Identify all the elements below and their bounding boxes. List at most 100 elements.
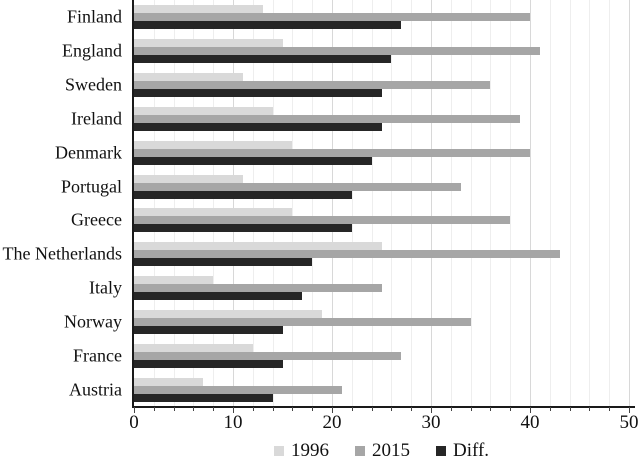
category-label: Ireland <box>71 108 122 129</box>
bar-diff <box>134 122 382 131</box>
x-tick-50 <box>629 407 630 413</box>
x-tick-30 <box>431 407 432 413</box>
category-label: Italy <box>89 277 122 298</box>
gridline-24 <box>371 0 373 407</box>
x-axis-tick-labels: 0 10 20 30 40 50 <box>129 412 638 434</box>
category-label: England <box>62 40 122 61</box>
x-tick-16 <box>292 407 294 411</box>
x-tick-label: 50 <box>619 412 639 433</box>
x-tick-label: 10 <box>223 412 243 433</box>
bar-2015 <box>134 46 540 55</box>
gridline-32 <box>450 0 452 407</box>
bar-2015 <box>134 352 402 361</box>
bar-2015 <box>134 114 521 123</box>
bar-1996 <box>134 72 243 81</box>
x-tick-20 <box>332 407 333 413</box>
x-tick-label: 20 <box>322 412 342 433</box>
bar-1996 <box>134 4 263 13</box>
x-tick-label: 40 <box>520 412 540 433</box>
gridline-10 <box>233 0 234 407</box>
gridline-20 <box>332 0 333 407</box>
gridline-42 <box>549 0 551 407</box>
legend-swatch-icon <box>354 446 365 456</box>
bar-group <box>134 136 629 170</box>
bar-2015 <box>134 386 342 395</box>
gridline-16 <box>292 0 294 407</box>
gridline-40 <box>530 0 531 407</box>
bar-group <box>134 170 629 204</box>
bar-2015 <box>134 148 530 157</box>
bar-group <box>134 271 629 305</box>
y-axis-category-labels: Finland England Sweden Ireland Denmark Portug… <box>0 0 128 407</box>
bar-diff <box>134 54 392 63</box>
legend-item: Diff. <box>435 440 490 462</box>
bar-diff <box>134 190 352 199</box>
gridline-12 <box>252 0 254 407</box>
x-tick-28 <box>411 407 413 411</box>
bar-2015 <box>134 182 461 191</box>
gridline-38 <box>510 0 512 407</box>
gridline-44 <box>569 0 571 407</box>
category-label: The Netherlands <box>2 243 122 264</box>
bar-group <box>134 204 629 238</box>
x-tick-44 <box>569 407 571 411</box>
x-tick-38 <box>510 407 512 411</box>
bar-diff <box>134 258 313 267</box>
legend-item: 1996 <box>273 440 329 462</box>
x-tick-36 <box>490 407 492 411</box>
legend-swatch-icon <box>273 446 284 456</box>
x-tick-4 <box>173 407 175 411</box>
bar-1996 <box>134 378 204 387</box>
gridline-22 <box>351 0 353 407</box>
x-tick-40 <box>530 407 531 413</box>
gridline-28 <box>411 0 413 407</box>
bar-1996 <box>134 38 283 47</box>
bar-1996 <box>134 310 323 319</box>
legend-swatch-icon <box>435 446 446 456</box>
bar-1996 <box>134 276 214 285</box>
bar-2015 <box>134 250 560 259</box>
x-axis-line <box>132 406 635 408</box>
bar-group <box>134 305 629 339</box>
x-tick-34 <box>470 407 472 411</box>
x-tick-14 <box>272 407 274 411</box>
bar-2015 <box>134 80 491 89</box>
legend-label: 2015 <box>371 440 410 461</box>
gridline-4 <box>173 0 175 407</box>
gridline-36 <box>490 0 492 407</box>
bar-diff <box>134 224 352 233</box>
bar-diff <box>134 292 303 301</box>
x-tick-42 <box>549 407 551 411</box>
legend-label: Diff. <box>452 440 490 461</box>
bar-group <box>134 68 629 102</box>
bar-diff <box>134 326 283 335</box>
plot-area <box>132 0 635 413</box>
gridline-2 <box>153 0 155 407</box>
bar-diff <box>134 88 382 97</box>
bar-rows <box>134 0 629 407</box>
gridline-14 <box>272 0 274 407</box>
bar-1996 <box>134 344 253 353</box>
category-label: Norway <box>64 311 122 332</box>
x-tick-6 <box>193 407 195 411</box>
x-tick-26 <box>391 407 393 411</box>
gridline-26 <box>391 0 393 407</box>
x-tick-10 <box>233 407 234 413</box>
bar-diff <box>134 20 402 29</box>
bar-2015 <box>134 216 511 225</box>
bar-1996 <box>134 106 273 115</box>
legend: 1996 2015 Diff. <box>134 440 629 462</box>
bar-group <box>134 34 629 68</box>
category-label: Sweden <box>65 74 122 95</box>
x-tick-24 <box>371 407 373 411</box>
category-label: Austria <box>69 379 122 400</box>
bar-1996 <box>134 242 382 251</box>
category-label: Finland <box>66 6 122 27</box>
x-tick-label: 0 <box>129 412 139 433</box>
bar-diff <box>134 394 273 403</box>
bar-1996 <box>134 140 293 149</box>
legend-item: 2015 <box>354 440 410 462</box>
bar-2015 <box>134 12 530 21</box>
x-tick-46 <box>589 407 591 411</box>
category-label: France <box>73 345 122 366</box>
